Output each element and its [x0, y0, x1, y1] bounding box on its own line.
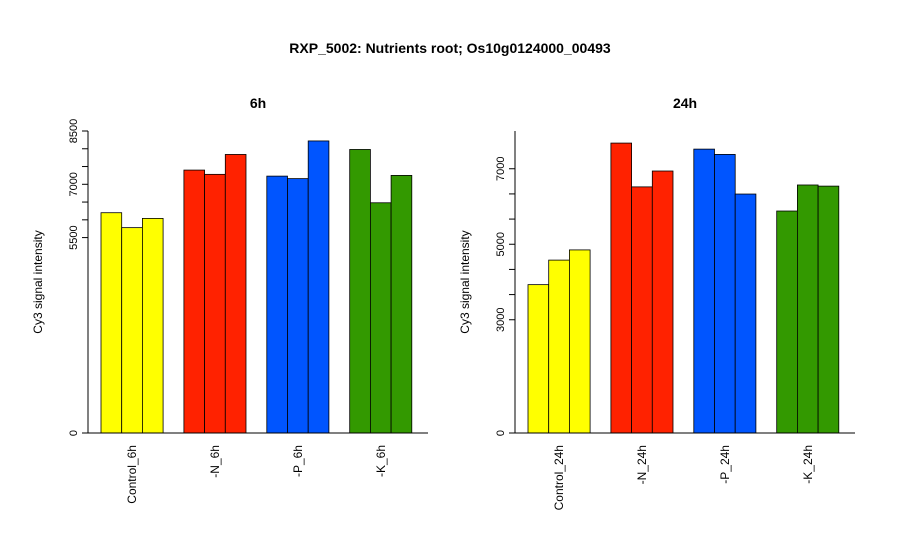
bar--K_24h-1 [776, 210, 798, 434]
figure-title: RXP_5002: Nutrients root; Os10g0124000_0… [289, 40, 611, 56]
panel-24h: 24h Cy3 signal intensity 0 3000 5000 7000 Cont… [458, 95, 855, 510]
bar-Control_24h-3 [569, 249, 591, 434]
bar--P_24h-2 [714, 154, 736, 434]
bar--N_24h-2 [631, 186, 653, 434]
y-tick-label: 7000 [495, 157, 507, 181]
bar--P_6h-3 [307, 140, 330, 434]
bar--K_24h-2 [797, 184, 819, 434]
y-tick-label: 0 [495, 430, 507, 436]
panel-title: 6h [250, 95, 266, 111]
bar--P_6h-1 [266, 175, 288, 434]
bar--N_24h-1 [610, 142, 633, 434]
bar--K_24h-3 [817, 185, 840, 434]
bar--K_6h-2 [369, 202, 392, 434]
x-category-label: Control_6h [125, 445, 139, 504]
bar-Control_24h-1 [527, 284, 550, 434]
bar-Control_24h-2 [548, 259, 570, 434]
x-category-label: -K_24h [801, 445, 815, 484]
panel-title: 24h [673, 95, 697, 111]
x-category-label: -N_24h [635, 445, 649, 484]
bar-Control_6h-2 [121, 227, 143, 434]
bar-Control_6h-1 [100, 212, 123, 434]
y-tick-label: 3000 [495, 308, 507, 332]
bar--K_6h-3 [390, 175, 413, 434]
x-category-label: -P_24h [718, 445, 732, 484]
bar--P_24h-3 [734, 193, 757, 434]
bar--N_6h-3 [224, 154, 247, 434]
bar--P_24h-1 [693, 148, 715, 434]
y-tick-label: 7000 [68, 172, 80, 196]
bar--N_24h-3 [651, 170, 674, 434]
bar--N_6h-1 [183, 169, 205, 434]
x-category-label: -K_6h [374, 445, 388, 477]
y-tick-label: 5500 [68, 225, 80, 249]
bar--K_6h-1 [349, 149, 371, 434]
y-tick-label: 8500 [68, 119, 80, 143]
y-tick-label: 5000 [495, 232, 507, 256]
bar--P_6h-2 [287, 178, 309, 434]
x-category-label: -N_6h [208, 445, 222, 478]
y-axis-title: Cy3 signal intensity [458, 230, 472, 333]
bar--N_6h-2 [204, 173, 226, 434]
x-category-label: -P_6h [291, 445, 305, 477]
x-category-label: Control_24h [552, 445, 566, 510]
y-axis-title: Cy3 signal intensity [31, 230, 45, 333]
bar-Control_6h-3 [141, 218, 164, 434]
y-tick-label: 0 [68, 430, 80, 436]
panel-6h: 6h Cy3 signal intensity 0 5500 7000 8500 Contr… [31, 95, 428, 504]
